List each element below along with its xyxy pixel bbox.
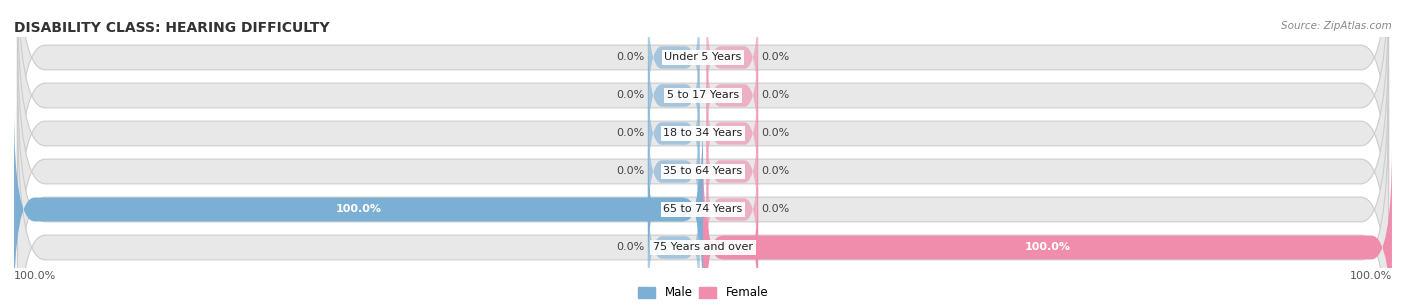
Text: 100.0%: 100.0%	[1025, 242, 1070, 253]
Text: 65 to 74 Years: 65 to 74 Years	[664, 204, 742, 214]
FancyBboxPatch shape	[648, 0, 700, 122]
Text: Source: ZipAtlas.com: Source: ZipAtlas.com	[1281, 21, 1392, 31]
FancyBboxPatch shape	[17, 32, 1389, 305]
Text: 0.0%: 0.0%	[616, 91, 644, 101]
Text: 0.0%: 0.0%	[762, 91, 790, 101]
Text: DISABILITY CLASS: HEARING DIFFICULTY: DISABILITY CLASS: HEARING DIFFICULTY	[14, 21, 329, 35]
FancyBboxPatch shape	[648, 69, 700, 198]
FancyBboxPatch shape	[17, 0, 1389, 273]
FancyBboxPatch shape	[17, 108, 1389, 305]
FancyBboxPatch shape	[706, 69, 758, 198]
Text: 100.0%: 100.0%	[336, 204, 381, 214]
FancyBboxPatch shape	[648, 107, 700, 236]
FancyBboxPatch shape	[648, 183, 700, 305]
Legend: Male, Female: Male, Female	[633, 282, 773, 304]
FancyBboxPatch shape	[706, 145, 758, 274]
FancyBboxPatch shape	[17, 70, 1389, 305]
Text: 100.0%: 100.0%	[14, 271, 56, 281]
FancyBboxPatch shape	[706, 107, 758, 236]
FancyBboxPatch shape	[648, 145, 700, 274]
Text: Under 5 Years: Under 5 Years	[665, 52, 741, 63]
FancyBboxPatch shape	[706, 31, 758, 160]
Text: 18 to 34 Years: 18 to 34 Years	[664, 128, 742, 138]
FancyBboxPatch shape	[648, 31, 700, 160]
Text: 75 Years and over: 75 Years and over	[652, 242, 754, 253]
FancyBboxPatch shape	[17, 0, 1389, 235]
Text: 100.0%: 100.0%	[1350, 271, 1392, 281]
Text: 0.0%: 0.0%	[762, 204, 790, 214]
Text: 0.0%: 0.0%	[762, 52, 790, 63]
Text: 35 to 64 Years: 35 to 64 Years	[664, 167, 742, 177]
Text: 0.0%: 0.0%	[616, 242, 644, 253]
FancyBboxPatch shape	[703, 145, 1392, 305]
Text: 5 to 17 Years: 5 to 17 Years	[666, 91, 740, 101]
FancyBboxPatch shape	[14, 107, 703, 305]
FancyBboxPatch shape	[706, 183, 758, 305]
Text: 0.0%: 0.0%	[616, 52, 644, 63]
FancyBboxPatch shape	[706, 0, 758, 122]
Text: 0.0%: 0.0%	[616, 128, 644, 138]
Text: 0.0%: 0.0%	[762, 167, 790, 177]
Text: 0.0%: 0.0%	[616, 167, 644, 177]
Text: 0.0%: 0.0%	[762, 128, 790, 138]
FancyBboxPatch shape	[17, 0, 1389, 197]
